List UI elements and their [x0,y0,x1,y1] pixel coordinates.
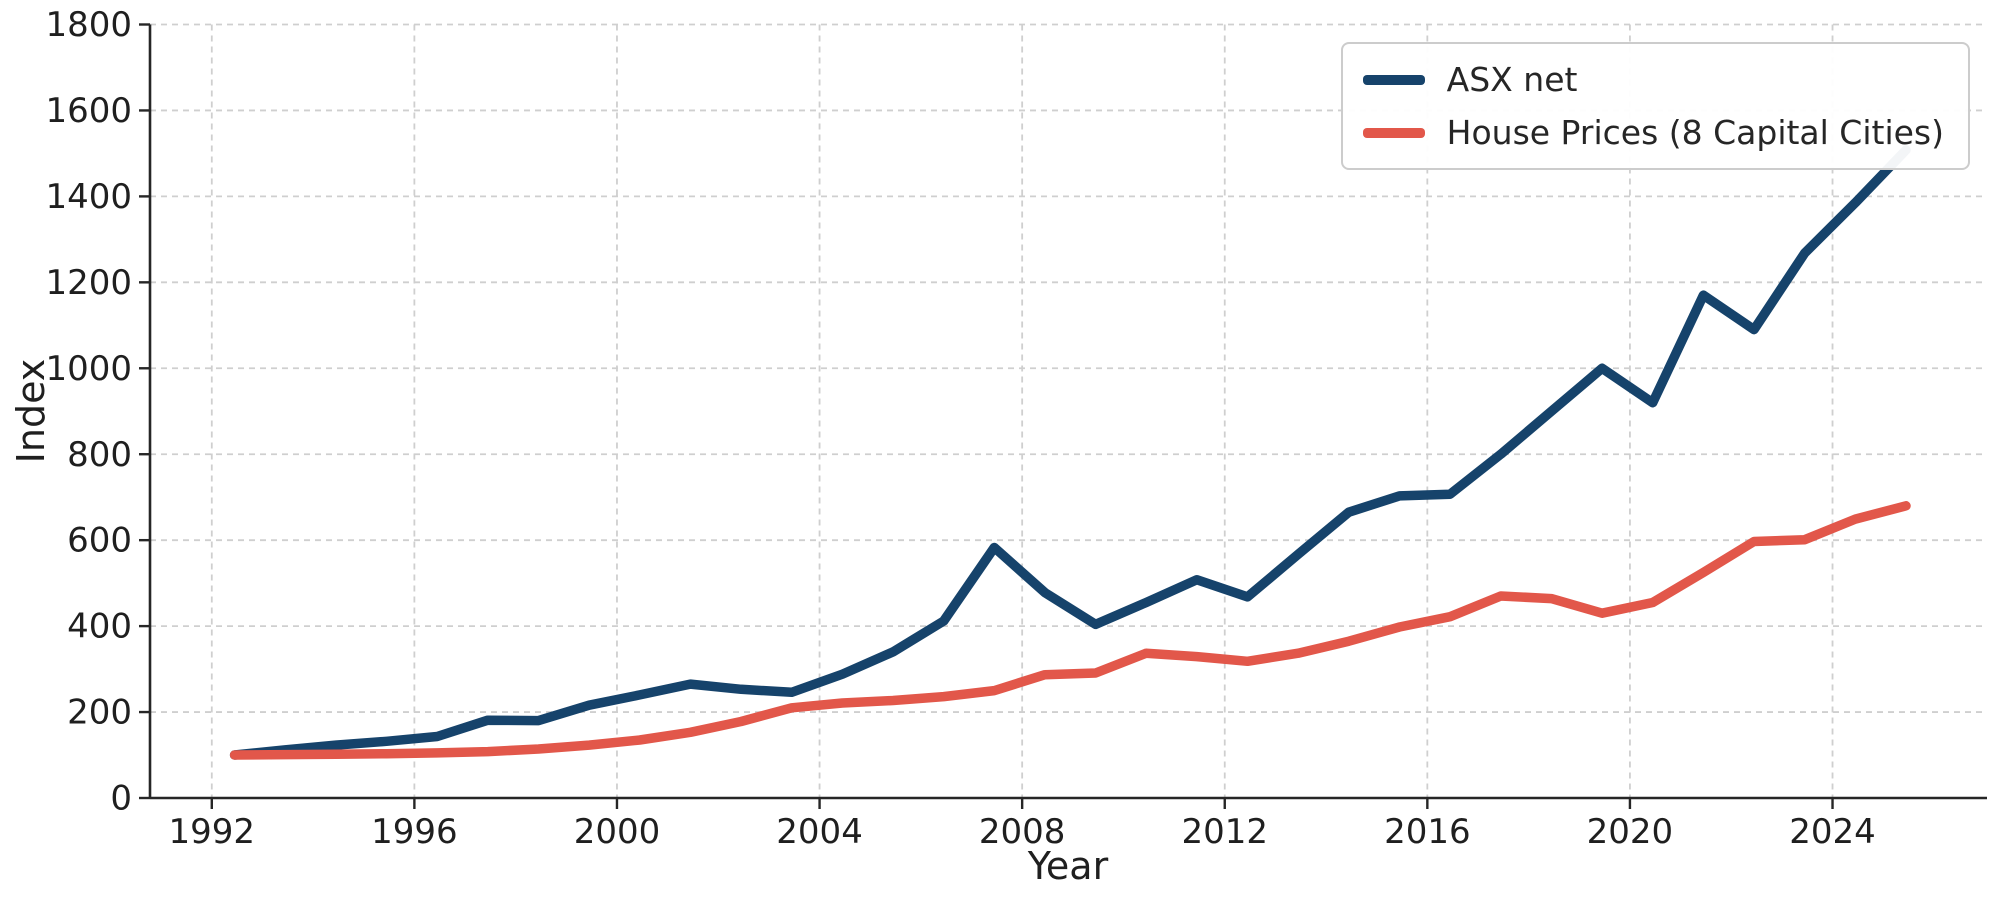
legend: ASX net House Prices (8 Capital Cities) [1340,42,1970,170]
x-tick-label: 2000 [574,812,661,852]
legend-item-asx-net: ASX net [1362,60,1944,99]
x-tick-label: 2024 [1789,812,1876,852]
y-tick-label: 400 [67,607,132,647]
x-tick-label: 2012 [1181,812,1268,852]
y-tick-label: 0 [110,779,132,819]
y-tick-label: 1400 [45,177,132,217]
series-line-house-prices-8-capital-cities [229,501,1911,760]
x-tick-label: 1996 [371,812,458,852]
x-tick-label: 1992 [169,812,256,852]
x-tick-label: 2008 [979,812,1066,852]
legend-swatch-house-prices [1362,127,1425,138]
label-layer: Year Index [9,359,1109,888]
y-axis-title: Index [9,359,53,464]
y-tick-label: 1800 [45,5,132,45]
y-tick-label: 200 [67,693,132,733]
y-tick-label: 1000 [45,349,132,389]
legend-item-house-prices: House Prices (8 Capital Cities) [1362,113,1944,152]
x-tick-label: 2020 [1587,812,1674,852]
x-axis-title: Year [1027,844,1109,888]
legend-label-house-prices: House Prices (8 Capital Cities) [1446,113,1944,152]
series-layer [229,145,1911,760]
y-tick-label: 600 [67,521,132,561]
axes-layer: 0 200 400 600 800 1000 1200 1400 1600 1800 1992 199… [45,5,1987,852]
y-tick-label: 1600 [45,91,132,131]
grid-layer [150,23,1987,799]
series-line-asx-net [229,145,1911,760]
x-tick-label: 2016 [1384,812,1471,852]
legend-swatch-asx-net [1362,74,1425,85]
x-tick-label: 2004 [776,812,863,852]
y-tick-label: 1200 [45,263,132,303]
y-tick-label: 800 [67,435,132,475]
legend-label-asx-net: ASX net [1446,60,1578,99]
